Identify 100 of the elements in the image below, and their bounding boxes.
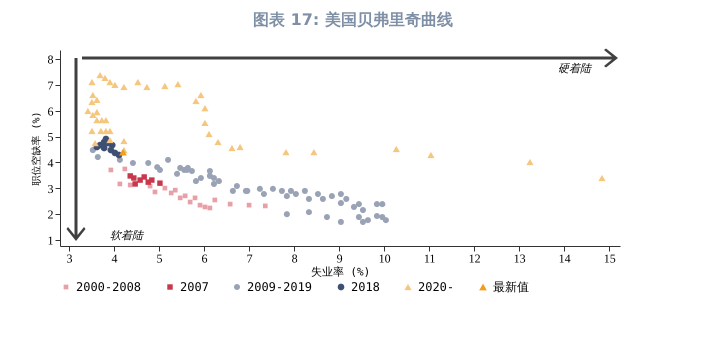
y-tick-label: 2 — [48, 208, 54, 222]
point — [256, 186, 263, 192]
point — [93, 96, 101, 104]
point — [88, 98, 96, 106]
point — [260, 190, 267, 198]
x-tick-label: 8 — [292, 252, 298, 266]
point — [143, 84, 150, 90]
y-tick-label: 6 — [48, 104, 54, 118]
x-tick-label: 13 — [514, 252, 526, 266]
point — [379, 201, 386, 208]
point — [108, 142, 116, 148]
point — [382, 217, 389, 224]
point — [89, 92, 96, 98]
point — [197, 92, 205, 98]
point — [174, 81, 182, 88]
point — [598, 174, 606, 182]
point — [338, 190, 344, 198]
point — [205, 130, 213, 138]
point — [122, 166, 128, 172]
point — [128, 173, 133, 179]
point — [343, 196, 350, 202]
point — [216, 178, 222, 184]
point — [230, 188, 236, 194]
point — [156, 166, 163, 174]
point — [210, 174, 218, 182]
point — [328, 193, 335, 200]
point — [210, 180, 218, 187]
y-tick-label: 1 — [48, 234, 54, 248]
point — [364, 217, 371, 224]
legend-label: 最新值 — [493, 280, 529, 294]
x-tick-label: 4 — [112, 252, 118, 266]
point — [320, 196, 326, 202]
point — [106, 136, 114, 144]
point — [101, 74, 109, 82]
point — [100, 144, 108, 152]
point — [208, 206, 212, 210]
x-tick-label: 15 — [604, 252, 616, 266]
x-tick-label: 5 — [156, 252, 163, 266]
x-tick-label: 9 — [336, 252, 343, 266]
point — [282, 149, 290, 156]
point — [192, 98, 200, 104]
point — [134, 78, 142, 86]
point — [188, 200, 192, 204]
point — [206, 168, 213, 174]
point — [106, 78, 114, 86]
point — [356, 201, 362, 208]
point — [350, 204, 358, 210]
point — [324, 214, 330, 220]
point — [360, 218, 366, 225]
point — [302, 188, 308, 194]
y-tick-label: 8 — [48, 52, 54, 67]
point — [141, 174, 147, 180]
legend-label: 2009-2019 — [247, 280, 312, 294]
point — [174, 170, 180, 177]
point — [157, 180, 163, 186]
point — [164, 156, 172, 163]
point — [234, 182, 240, 190]
point — [310, 149, 318, 156]
point — [149, 177, 155, 183]
y-tick-label: 3 — [48, 182, 54, 196]
point — [314, 190, 321, 198]
point — [236, 144, 244, 150]
y-tick-label: 7 — [48, 78, 54, 92]
point — [88, 128, 96, 134]
point — [270, 186, 276, 192]
legend-label: 2018 — [351, 280, 380, 294]
point — [132, 181, 138, 187]
y-tick-label: 4 — [48, 156, 54, 170]
point — [201, 105, 209, 112]
point — [145, 160, 152, 166]
x-tick-label: 10 — [378, 252, 391, 266]
point — [284, 193, 290, 200]
chart-title: 图表 17: 美国贝弗里奇曲线 — [253, 10, 453, 29]
point — [152, 190, 158, 194]
legend-label: 2020- — [418, 280, 454, 294]
point — [198, 174, 204, 182]
point — [178, 196, 183, 200]
point — [214, 138, 222, 146]
point — [360, 207, 366, 214]
point — [108, 168, 114, 172]
point — [102, 116, 110, 124]
point — [246, 202, 252, 208]
point — [130, 160, 136, 166]
point — [118, 182, 122, 186]
point — [212, 198, 218, 202]
point — [198, 202, 202, 208]
point — [88, 78, 96, 86]
x-tick-label: 3 — [66, 252, 73, 266]
x-tick-label: 7 — [246, 252, 253, 266]
point — [111, 82, 119, 88]
point — [91, 140, 99, 146]
point — [427, 152, 435, 158]
point — [188, 168, 195, 174]
y-tick-label: 5 — [48, 130, 54, 144]
point — [106, 128, 114, 134]
point — [392, 146, 400, 152]
point — [306, 196, 312, 202]
annotation: 软着陆 — [110, 229, 145, 242]
y-axis-title: 职位空缺率 (%) — [30, 111, 42, 186]
point — [262, 204, 268, 208]
